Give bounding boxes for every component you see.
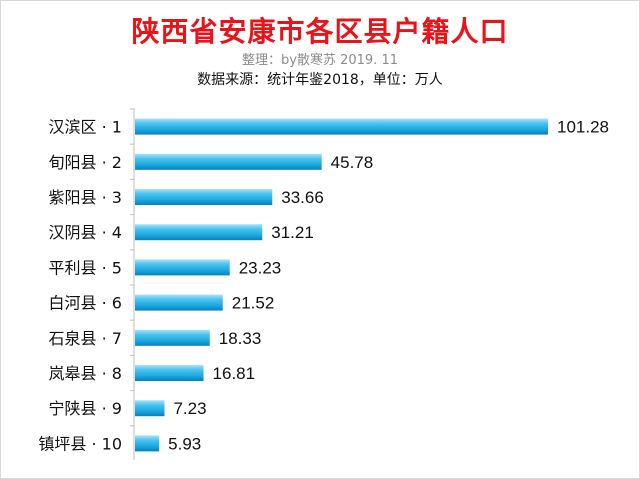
value-label: 21.52 xyxy=(232,294,275,313)
category-label: 白河县 · 6 xyxy=(49,294,122,313)
bar xyxy=(135,153,322,170)
value-label: 23.23 xyxy=(239,258,282,277)
value-label: 16.81 xyxy=(213,364,256,383)
category-label: 岚皋县 · 8 xyxy=(49,364,122,383)
bar xyxy=(135,435,160,452)
bar xyxy=(135,294,223,311)
category-label: 汉阴县 · 4 xyxy=(49,223,122,242)
chart-credit: 整理：by散寒苏 2019. 11 xyxy=(242,53,398,68)
value-label: 7.23 xyxy=(173,399,206,418)
value-label: 5.93 xyxy=(168,434,201,453)
bar xyxy=(135,329,210,346)
chart-title: 陕西省安康市各区县户籍人口 xyxy=(131,15,509,48)
bar-series: 汉滨区 · 1 101.28 旬阳县 · 2 45.78 紫阳县 · 3 33.66 汉阴县… xyxy=(38,108,609,453)
value-label: 33.66 xyxy=(281,188,324,207)
value-label: 45.78 xyxy=(331,153,374,172)
category-label: 镇坪县 · 10 xyxy=(38,434,122,453)
category-label: 宁陕县 · 9 xyxy=(49,399,122,418)
category-label: 石泉县 · 7 xyxy=(49,329,122,348)
bar xyxy=(135,118,548,135)
bar xyxy=(135,259,230,276)
value-label: 101.28 xyxy=(557,118,609,137)
category-label: 汉滨区 · 1 xyxy=(49,118,122,137)
category-label: 平利县 · 5 xyxy=(49,258,122,277)
value-label: 31.21 xyxy=(271,223,314,242)
chart-source-note: 数据来源：统计年鉴2018，单位：万人 xyxy=(197,72,443,88)
category-label: 紫阳县 · 3 xyxy=(49,188,122,207)
bar xyxy=(135,365,204,381)
category-label: 旬阳县 · 2 xyxy=(49,153,122,172)
bar xyxy=(135,400,165,417)
bar xyxy=(135,224,263,241)
value-label: 18.33 xyxy=(219,329,262,348)
bar xyxy=(135,189,273,205)
